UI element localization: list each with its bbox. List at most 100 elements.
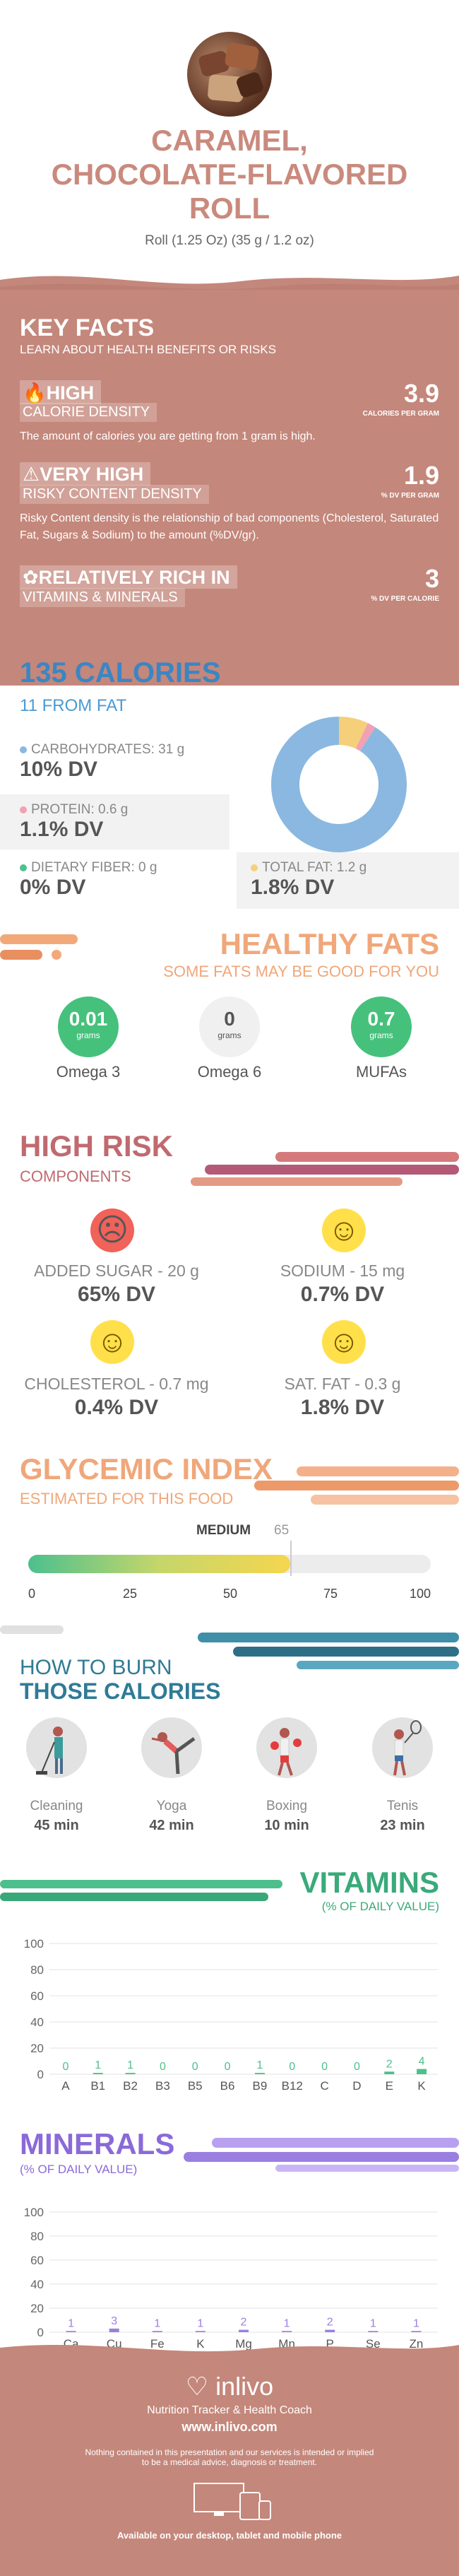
category-label: Fe [150, 2337, 165, 2351]
data-label: 2 [386, 2058, 393, 2070]
decorative-stripes [184, 2138, 459, 2172]
burn-name: Yoga [156, 1799, 187, 1813]
vitamins-minerals-unit: % DV PER CALORIE [371, 595, 439, 603]
donut-slice-protein [355, 723, 376, 751]
data-label: 1 [154, 2317, 160, 2329]
y-tick-label: 0 [37, 2326, 44, 2339]
data-label: 1 [370, 2317, 376, 2329]
sat-fat-label: SAT. FAT - 0.3 g [284, 1375, 401, 1393]
bar [417, 2069, 427, 2074]
minerals-subtitle: (% OF DAILY VALUE) [20, 2163, 138, 2176]
cleaning-icon [26, 1717, 87, 1778]
carbs-item: CARBOHYDRATES: 31 g 10% DV [20, 742, 185, 781]
data-label: 1 [68, 2317, 74, 2329]
gi-fill [28, 1555, 290, 1573]
page-title: CARAMEL, CHOCOLATE-FLAVORED ROLL [51, 124, 408, 225]
gi-tick: 50 [223, 1587, 238, 1601]
fat-row-bg [237, 852, 459, 909]
category-label: Mg [235, 2337, 252, 2351]
category-label: Se [366, 2337, 381, 2351]
data-label: 4 [419, 2056, 425, 2068]
y-tick-label: 60 [30, 1989, 44, 2003]
category-label: P [326, 2337, 334, 2351]
footer-tagline: Nutrition Tracker & Health Coach [147, 2404, 312, 2416]
calorie-density-value: 3.9 [403, 379, 439, 408]
added-sugar-dv: 65% DV [77, 1283, 156, 1306]
risky-content-level: ⚠VERY HIGH [20, 462, 151, 486]
decorative-stripes [254, 1466, 459, 1505]
sad-face-icon: ☹ [90, 1208, 134, 1252]
bar [66, 2331, 76, 2332]
mufas-item: 0.7 grams MUFAs [325, 996, 438, 1081]
y-tick-label: 20 [30, 2042, 44, 2055]
smile-face-icon: ☺ [322, 1208, 366, 1252]
data-label: 1 [127, 2059, 133, 2071]
bar [109, 2328, 119, 2332]
y-tick-label: 40 [30, 2016, 44, 2029]
sat-fat-dv: 1.8% DV [300, 1396, 385, 1419]
y-tick-label: 100 [24, 2206, 44, 2219]
decorative-stripes [0, 1880, 282, 1901]
vitamins-subtitle: (% OF DAILY VALUE) [321, 1900, 439, 1913]
decorative-stripes [0, 1625, 459, 1669]
key-facts-title: KEY FACTS [20, 314, 155, 341]
bar [125, 2073, 136, 2074]
sodium-dv: 0.7% DV [300, 1283, 385, 1306]
calories-title: 135 CALORIES [20, 657, 221, 688]
burn-name: Boxing [266, 1799, 308, 1813]
risky-content-label: RISKY CONTENT DENSITY [20, 485, 209, 504]
data-label: 0 [289, 2061, 295, 2073]
category-label: B12 [282, 2079, 303, 2093]
burn-minutes: 45 min [34, 1818, 79, 1833]
y-tick-label: 60 [30, 2254, 44, 2267]
footer-available: Available on your desktop, tablet and mo… [117, 2530, 342, 2541]
added-sugar-label: ADDED SUGAR - 20 g [34, 1261, 199, 1280]
brand-logo: ♡ inlivo [185, 2372, 274, 2401]
footer-url[interactable]: www.inlivo.com [181, 2420, 278, 2434]
y-tick-label: 40 [30, 2278, 44, 2291]
heart-icon: ♡ [185, 2372, 209, 2401]
decorative-stripes [0, 934, 78, 960]
glycemic-subtitle: ESTIMATED FOR THIS FOOD [20, 1490, 234, 1507]
calorie-density-desc: The amount of calories you are getting f… [20, 430, 316, 442]
carbs-dot [20, 746, 27, 753]
decorative-stripes [191, 1152, 459, 1186]
calories-donut-chart [271, 717, 407, 852]
vitamins-title: VITAMINS [299, 1866, 439, 1899]
category-label: C [320, 2079, 328, 2093]
donut-slice-carbs [271, 717, 407, 852]
gi-tick: 100 [410, 1587, 431, 1601]
calorie-density-label: CALORIE DENSITY [20, 403, 157, 422]
vitamins-minerals-value: 3 [424, 564, 439, 593]
protein-row-bg [0, 794, 230, 849]
bar [325, 2329, 335, 2332]
category-label: B1 [90, 2079, 105, 2093]
gi-marker [290, 1541, 292, 1576]
burn-name: Cleaning [30, 1799, 83, 1813]
data-label: 1 [95, 2059, 101, 2071]
omega6-item: 0 grams Omega 6 [173, 996, 286, 1081]
burn-name: Tenis [386, 1799, 419, 1813]
glycemic-title: GLYCEMIC INDEX [20, 1452, 273, 1486]
omega3-bubble: 0.01 grams [58, 996, 119, 1057]
smile-face-icon: ☺ [322, 1320, 366, 1364]
data-label: 0 [62, 2061, 68, 2073]
data-label: 0 [192, 2061, 198, 2073]
mufas-bubble: 0.7 grams [351, 996, 412, 1057]
category-label: B5 [188, 2079, 203, 2093]
category-label: K [417, 2079, 426, 2093]
vitamins-chart: 100 80 60 40 20 0 0 A 1 B1 1 B2 0 B3 0 B5 0 B6 1 B9 0 B12 0 C 0 D… [24, 1937, 438, 2093]
gi-tick: 0 [28, 1587, 36, 1601]
category-label: B9 [253, 2079, 268, 2093]
footer-disclaimer: Nothing contained in this presentation a… [85, 2447, 374, 2467]
gi-tick: 75 [323, 1587, 338, 1601]
protein-dot [20, 806, 27, 813]
cholesterol-label: CHOLESTEROL - 0.7 mg [24, 1375, 209, 1393]
bar [152, 2331, 162, 2332]
minerals-title: MINERALS [20, 2127, 175, 2160]
high-risk-subtitle: COMPONENTS [20, 1168, 131, 1185]
data-label: 1 [413, 2317, 419, 2329]
yoga-icon [141, 1717, 202, 1778]
key-facts-section [0, 290, 459, 686]
